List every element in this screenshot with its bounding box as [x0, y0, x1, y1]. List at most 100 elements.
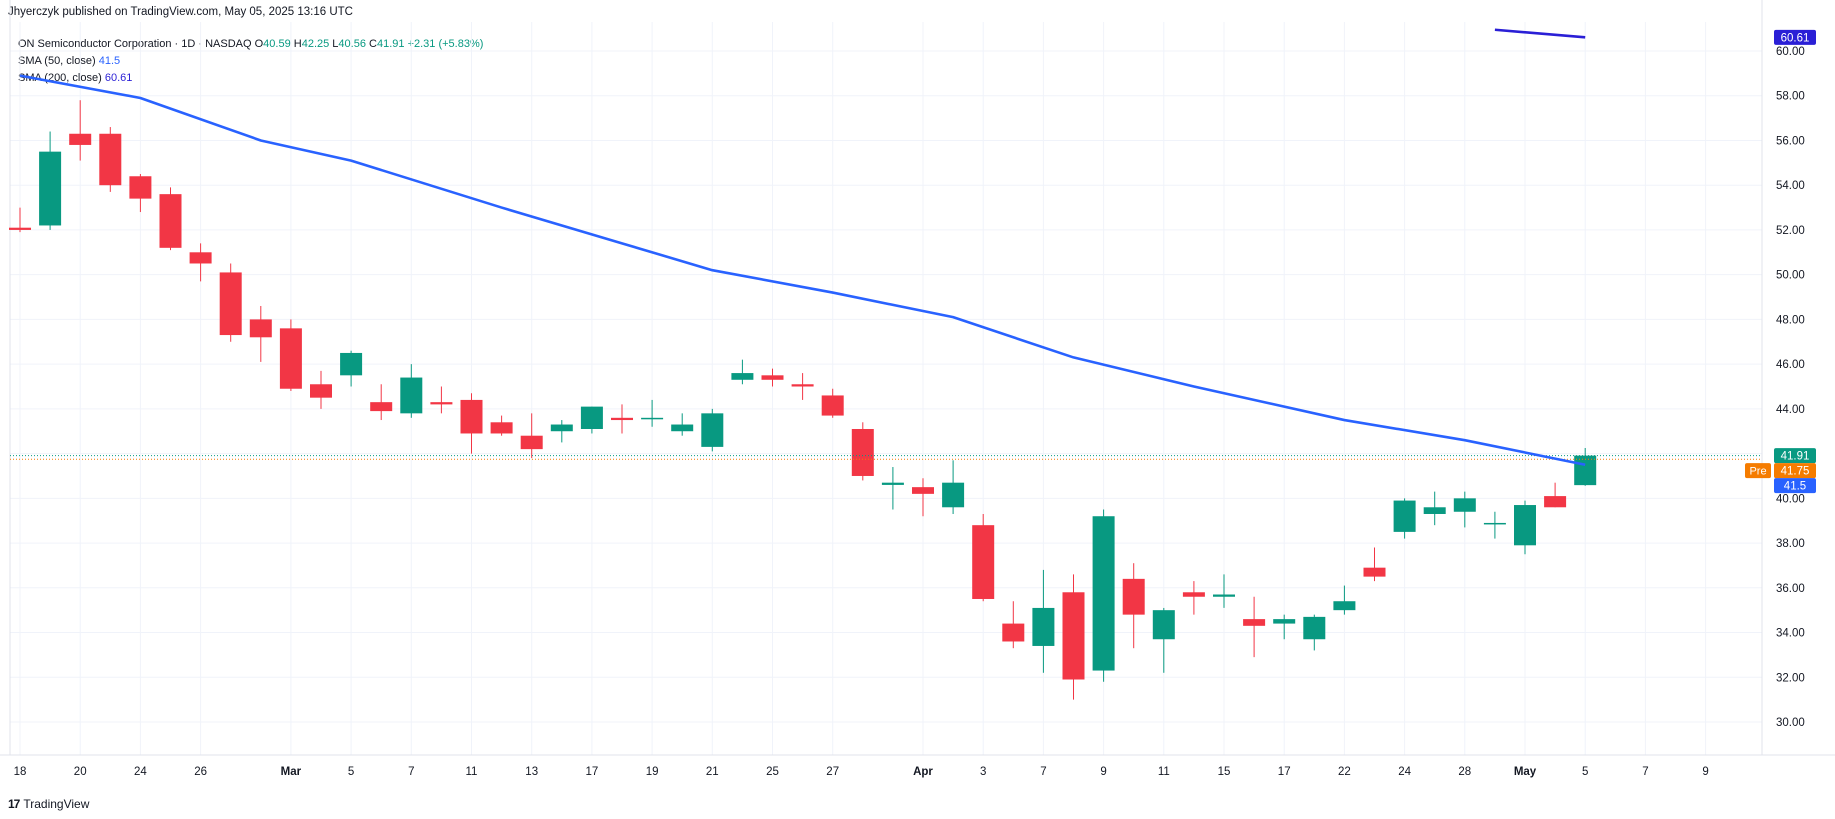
- candle-up[interactable]: [641, 417, 664, 420]
- candle-down[interactable]: [9, 227, 31, 230]
- candle-up[interactable]: [701, 413, 724, 447]
- y-tick-label: 40.00: [1776, 493, 1805, 505]
- x-tick-label: 19: [646, 766, 659, 778]
- candle-down[interactable]: [821, 395, 844, 416]
- published-header: Jhyerczyk published on TradingView.com, …: [8, 6, 353, 18]
- candle-down[interactable]: [460, 399, 483, 434]
- sma200-row[interactable]: SMA (200, close) 60.61: [18, 70, 483, 87]
- candle-up[interactable]: [1303, 616, 1326, 640]
- candle-up[interactable]: [1152, 610, 1175, 640]
- y-tick-label: 56.00: [1776, 135, 1805, 147]
- candle-down[interactable]: [1243, 619, 1266, 626]
- x-tick-label: 9: [1702, 766, 1708, 778]
- candle-up[interactable]: [340, 352, 363, 376]
- x-tick-label: 15: [1218, 766, 1231, 778]
- candle-down[interactable]: [129, 176, 152, 199]
- y-tick-label: 60.00: [1776, 46, 1805, 58]
- tradingview-logo-icon: 17: [8, 797, 20, 811]
- candle-down[interactable]: [1122, 578, 1145, 615]
- sma200-line[interactable]: [1494, 28, 1586, 39]
- sma50-value: 41.5: [98, 55, 121, 67]
- candle-down[interactable]: [851, 428, 874, 476]
- candle-down[interactable]: [1002, 623, 1025, 642]
- candle-down[interactable]: [761, 375, 784, 380]
- sma50-line[interactable]: [19, 74, 1586, 467]
- y-tick-label: 58.00: [1776, 91, 1805, 103]
- sma50-row[interactable]: SMA (50, close) 41.5: [18, 53, 483, 70]
- low-label: L: [332, 38, 339, 50]
- candle-up[interactable]: [1092, 516, 1115, 671]
- x-tick-label: 5: [348, 766, 354, 778]
- candle-up[interactable]: [731, 373, 754, 380]
- chart-legend: ON Semiconductor Corporation · 1D · NASD…: [18, 36, 483, 87]
- candle-up[interactable]: [942, 482, 965, 508]
- candle-up[interactable]: [1333, 601, 1356, 611]
- x-tick-label: 11: [466, 766, 478, 778]
- y-tick-label: 38.00: [1776, 538, 1805, 550]
- x-tick-label: Mar: [281, 766, 302, 778]
- candle-down[interactable]: [1062, 592, 1085, 680]
- x-tick-label: 7: [1040, 766, 1046, 778]
- price-label-badge: [1774, 448, 1816, 464]
- price-label-text: 60.61: [1781, 32, 1810, 44]
- candle-up[interactable]: [1213, 594, 1235, 597]
- candle-down[interactable]: [1363, 567, 1386, 577]
- x-tick-label: 9: [1100, 766, 1106, 778]
- candle-down[interactable]: [520, 435, 543, 450]
- candle-down[interactable]: [219, 272, 242, 336]
- x-tick-label: 26: [194, 766, 207, 778]
- candle-down[interactable]: [99, 133, 122, 186]
- x-tick-label: 17: [586, 766, 599, 778]
- price-label-badge: [1774, 463, 1816, 479]
- candle-up[interactable]: [400, 377, 423, 414]
- candle-down[interactable]: [1544, 496, 1567, 508]
- symbol-row: ON Semiconductor Corporation · 1D · NASD…: [18, 36, 483, 53]
- candle-down[interactable]: [159, 194, 182, 248]
- close-label: C: [369, 38, 377, 50]
- candle-down[interactable]: [611, 417, 633, 421]
- candle-down[interactable]: [279, 328, 302, 389]
- x-tick-label: 18: [14, 766, 27, 778]
- candle-down[interactable]: [310, 384, 332, 398]
- footer-brand: TradingView: [23, 797, 90, 811]
- candle-down[interactable]: [189, 252, 212, 264]
- close-value: 41.91: [376, 38, 405, 50]
- candle-up[interactable]: [39, 151, 62, 226]
- candle-up[interactable]: [1423, 507, 1446, 514]
- x-tick-label: 27: [826, 766, 839, 778]
- candle-down[interactable]: [490, 422, 513, 434]
- candle-down[interactable]: [972, 525, 995, 599]
- candle-up[interactable]: [1032, 607, 1055, 646]
- candle-up[interactable]: [1393, 500, 1416, 532]
- price-label-text: 41.5: [1784, 481, 1806, 493]
- candle-down[interactable]: [249, 319, 272, 338]
- candle-down[interactable]: [370, 402, 393, 412]
- x-tick-label: Apr: [913, 766, 933, 778]
- candle-up[interactable]: [1483, 522, 1506, 525]
- candle-up[interactable]: [1574, 455, 1597, 486]
- symbol-name[interactable]: ON Semiconductor Corporation · 1D · NASD…: [18, 38, 252, 50]
- y-tick-label: 34.00: [1776, 628, 1805, 640]
- candle-up[interactable]: [1453, 498, 1476, 512]
- y-tick-label: 50.00: [1776, 270, 1805, 282]
- candle-up[interactable]: [1514, 505, 1536, 546]
- x-tick-label: 11: [1158, 766, 1170, 778]
- candle-up[interactable]: [1273, 619, 1296, 624]
- candle-down[interactable]: [430, 402, 453, 405]
- candle-down[interactable]: [791, 384, 814, 387]
- x-tick-label: 22: [1338, 766, 1351, 778]
- x-tick-label: 7: [1642, 766, 1648, 778]
- price-label-text: 41.91: [1781, 451, 1810, 463]
- x-tick-label: 17: [1278, 766, 1291, 778]
- change-value: +2.31 (+5.83%): [407, 38, 484, 50]
- candle-up[interactable]: [580, 406, 603, 429]
- candle-up[interactable]: [881, 482, 904, 485]
- footer: 17 TradingView: [8, 797, 89, 811]
- candle-up[interactable]: [550, 424, 573, 432]
- candle-up[interactable]: [671, 424, 694, 432]
- y-tick-label: 52.00: [1776, 225, 1805, 237]
- candle-down[interactable]: [912, 487, 934, 494]
- candle-down[interactable]: [69, 133, 92, 145]
- candle-down[interactable]: [1182, 592, 1205, 597]
